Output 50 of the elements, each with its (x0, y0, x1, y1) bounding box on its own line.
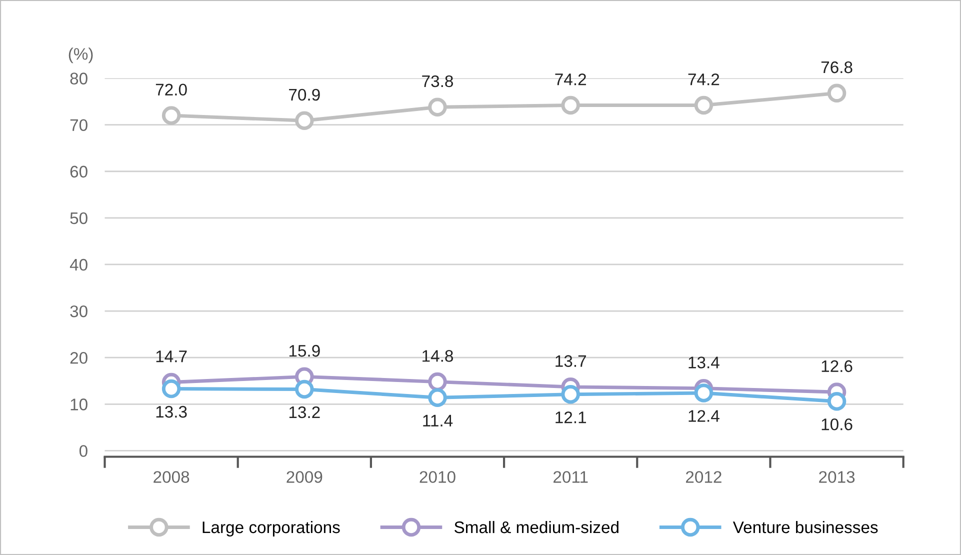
data-label: 13.2 (289, 406, 320, 418)
data-label: 73.8 (422, 75, 453, 88)
x-tick-label: 2009 (286, 471, 322, 483)
x-tick-label: 2010 (420, 471, 456, 483)
point (694, 384, 714, 402)
point (561, 96, 580, 115)
data-label: 12.1 (556, 411, 586, 424)
legend-label: Large corporations (202, 520, 340, 537)
x-tick-label: 2012 (686, 471, 722, 483)
point (295, 380, 314, 399)
data-label: 15.9 (289, 344, 320, 357)
point (694, 96, 714, 115)
point (561, 385, 580, 404)
y-tick-label: 30 (70, 305, 88, 318)
data-label: 10.6 (822, 418, 852, 430)
x-tick-label: 2008 (154, 471, 190, 483)
point (295, 111, 314, 130)
legend-label: Venture businesses (732, 520, 878, 534)
data-label: 12.6 (822, 360, 852, 372)
data-label: 70.9 (289, 88, 320, 101)
y-axis-title: (%) (68, 48, 93, 64)
point (428, 388, 447, 408)
data-label: 14.8 (422, 350, 453, 362)
point (162, 106, 181, 125)
y-tick-label: 0 (79, 445, 88, 457)
y-tick-label: 60 (70, 166, 88, 178)
data-label: 13.3 (156, 406, 187, 418)
x-tick-label: 2011 (554, 471, 588, 483)
point (827, 392, 846, 411)
y-tick-label: 40 (70, 258, 88, 271)
y-tick-label: 80 (70, 72, 88, 84)
data-label: 11.4 (423, 414, 453, 426)
y-tick-label: 50 (70, 212, 88, 224)
point (827, 84, 846, 103)
data-label: 13.7 (556, 355, 586, 367)
point (162, 379, 181, 398)
y-tick-label: 10 (70, 398, 88, 410)
point (428, 372, 447, 392)
point (428, 98, 447, 116)
data-label: 13.4 (688, 356, 720, 368)
data-label: 76.8 (821, 61, 852, 74)
data-label: 72.0 (156, 84, 187, 96)
y-tick-label: 70 (70, 119, 88, 132)
data-label: 74.2 (688, 73, 720, 86)
data-label: 12.4 (688, 410, 720, 422)
legend-label: Small & medium-sized (454, 520, 618, 534)
y-tick-label: 20 (70, 352, 88, 364)
data-label: 74.2 (555, 73, 586, 86)
data-label: 14.7 (156, 350, 187, 362)
x-tick-label: 2013 (819, 471, 855, 483)
